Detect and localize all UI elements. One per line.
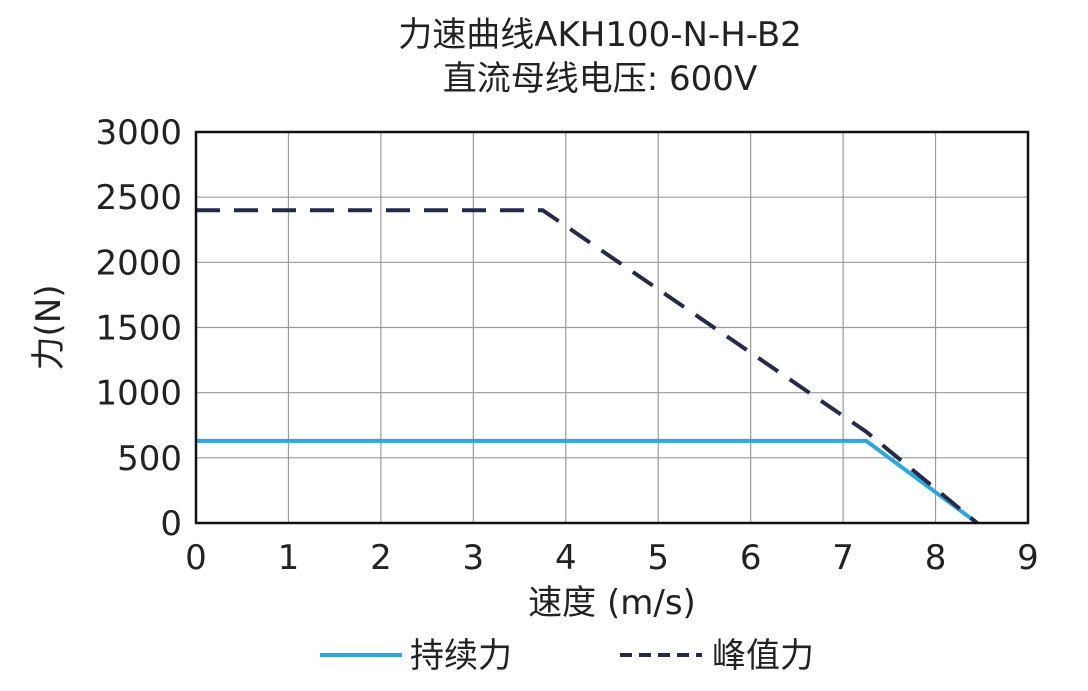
y-tick-label: 2500 — [95, 178, 182, 218]
x-tick-label: 3 — [463, 538, 485, 578]
x-tick-label: 9 — [1017, 538, 1039, 578]
y-axis-label: 力(N) — [29, 285, 69, 371]
x-axis-label: 速度 (m/s) — [528, 583, 696, 623]
x-tick-label: 8 — [925, 538, 947, 578]
x-tick-label: 2 — [370, 538, 392, 578]
x-tick-label: 7 — [832, 538, 854, 578]
y-tick-label: 0 — [160, 504, 182, 544]
y-tick-label: 500 — [117, 439, 182, 479]
grid — [195, 131, 1029, 524]
x-tick-label: 4 — [555, 538, 577, 578]
x-tick-label: 5 — [647, 538, 669, 578]
series-layer — [196, 208, 979, 525]
x-tick-labels: 0 1 2 3 4 5 6 7 8 9 — [185, 538, 1039, 578]
chart-subtitle: 直流母线电压: 600V — [443, 59, 757, 99]
y-tick-label: 3000 — [95, 113, 182, 153]
legend-label: 持续力 — [410, 636, 512, 676]
x-tick-label: 6 — [740, 538, 762, 578]
chart-title: 力速曲线AKH100-N-H-B2 — [398, 15, 802, 55]
y-tick-label: 1000 — [95, 374, 182, 414]
y-tick-label: 2000 — [95, 243, 182, 283]
y-tick-labels: 0 500 1000 1500 2000 2500 3000 — [95, 113, 182, 544]
legend: 持续力 峰值力 — [320, 636, 814, 676]
y-tick-label: 1500 — [95, 309, 182, 349]
x-tick-label: 0 — [185, 538, 207, 578]
x-tick-label: 1 — [278, 538, 300, 578]
peak-force-line — [196, 208, 979, 525]
continuous-force-line — [196, 438, 979, 525]
plot-frame — [194, 130, 1030, 525]
legend-label: 峰值力 — [712, 636, 814, 676]
